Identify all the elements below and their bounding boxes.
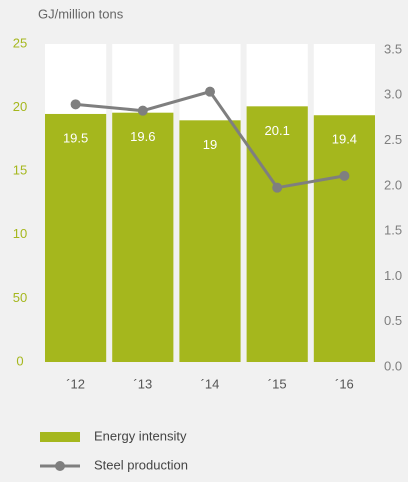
bar bbox=[179, 120, 241, 362]
line-point bbox=[137, 105, 148, 116]
legend-swatch bbox=[55, 461, 65, 471]
x-tick-label: ´12 bbox=[66, 376, 85, 391]
bar bbox=[313, 115, 375, 363]
y-tick-label: 0 bbox=[16, 353, 23, 368]
legend-label: Energy intensity bbox=[94, 428, 187, 443]
y-tick-label: 20 bbox=[13, 99, 27, 114]
x-tick-label: ´16 bbox=[335, 376, 354, 391]
value-label: 20.1 bbox=[265, 123, 290, 138]
line-point bbox=[339, 170, 350, 181]
x-tick-label: ´15 bbox=[268, 376, 287, 391]
y2-tick-label: 1.0 bbox=[384, 268, 402, 283]
y2-tick-label: 1.5 bbox=[384, 223, 402, 238]
value-label: 19 bbox=[203, 137, 217, 152]
line-point bbox=[272, 182, 283, 193]
x-tick-label: ´14 bbox=[201, 376, 220, 391]
y2-tick-label: 0.0 bbox=[384, 358, 402, 373]
axis-unit-label: GJ/million tons bbox=[38, 6, 124, 21]
value-label: 19.5 bbox=[63, 130, 88, 145]
y2-tick-label: 0.5 bbox=[384, 313, 402, 328]
y-tick-label: 25 bbox=[13, 35, 27, 50]
y2-tick-label: 3.0 bbox=[384, 87, 402, 102]
bar bbox=[45, 113, 107, 363]
line-point bbox=[205, 86, 215, 97]
y2-tick-label: 3.5 bbox=[384, 41, 402, 56]
y-tick-label: 15 bbox=[13, 163, 27, 178]
value-label: 19.6 bbox=[130, 129, 155, 144]
bar bbox=[112, 112, 174, 362]
line-point bbox=[70, 99, 81, 110]
y-tick-label: 10 bbox=[13, 226, 27, 241]
legend-swatch bbox=[40, 432, 80, 442]
y2-tick-label: 2.5 bbox=[384, 132, 402, 147]
y2-tick-label: 2.0 bbox=[384, 177, 402, 192]
legend-label: Steel production bbox=[94, 457, 188, 472]
x-tick-label: ´13 bbox=[133, 376, 152, 391]
value-label: 19.4 bbox=[332, 132, 357, 147]
bar bbox=[246, 106, 308, 362]
y-tick-label: 50 bbox=[13, 290, 27, 305]
